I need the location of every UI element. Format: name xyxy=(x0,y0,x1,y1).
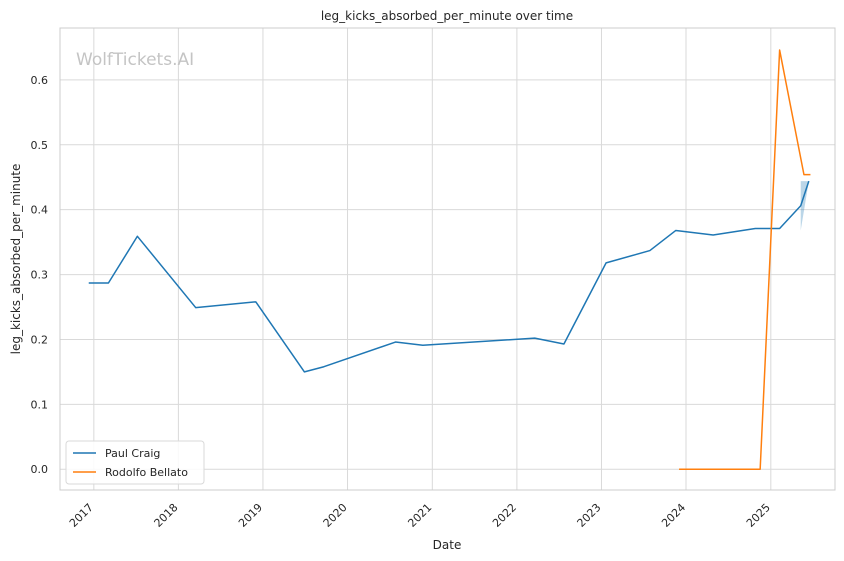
grid xyxy=(60,28,835,490)
legend: Paul Craig Rodolfo Bellato xyxy=(65,440,205,485)
y-tick-label: 0.2 xyxy=(31,333,49,346)
y-tick-label: 0.5 xyxy=(31,139,49,152)
legend-label-paul-craig: Paul Craig xyxy=(105,447,160,460)
x-tick-label: 2021 xyxy=(405,501,434,530)
y-tick-label: 0.1 xyxy=(31,398,49,411)
y-tick-label: 0.6 xyxy=(31,74,49,87)
plot-frame xyxy=(59,27,836,491)
y-tick-label: 0.0 xyxy=(31,463,49,476)
watermark: WolfTickets.AI xyxy=(76,50,194,70)
confidence-band xyxy=(800,181,809,231)
confidence-band-layer xyxy=(800,181,809,231)
y-axis-ticks: 0.0 0.1 0.2 0.3 0.4 0.5 0.6 xyxy=(31,74,49,476)
series-layer xyxy=(88,49,811,470)
x-axis-ticks: 2017 2018 2019 2020 2021 2022 2023 2024 2025 xyxy=(67,501,773,530)
chart-title: leg_kicks_absorbed_per_minute over time xyxy=(321,9,573,23)
x-tick-label: 2018 xyxy=(152,501,181,530)
y-axis-title: leg_kicks_absorbed_per_minute xyxy=(9,164,23,355)
y-tick-label: 0.3 xyxy=(31,269,49,282)
legend-box xyxy=(65,440,205,485)
x-tick-label: 2020 xyxy=(321,501,350,530)
x-tick-label: 2019 xyxy=(236,501,265,530)
x-tick-label: 2022 xyxy=(490,501,519,530)
x-axis-title: Date xyxy=(433,538,462,552)
y-tick-label: 0.4 xyxy=(31,204,49,217)
x-tick-label: 2017 xyxy=(67,501,96,530)
legend-label-rodolfo-bellato: Rodolfo Bellato xyxy=(105,466,188,479)
x-tick-label: 2025 xyxy=(744,501,773,530)
x-tick-label: 2024 xyxy=(659,501,688,530)
x-tick-label: 2023 xyxy=(575,501,604,530)
series-line-paul-craig xyxy=(88,180,810,373)
series-line-rodolfo-bellato xyxy=(679,49,811,470)
